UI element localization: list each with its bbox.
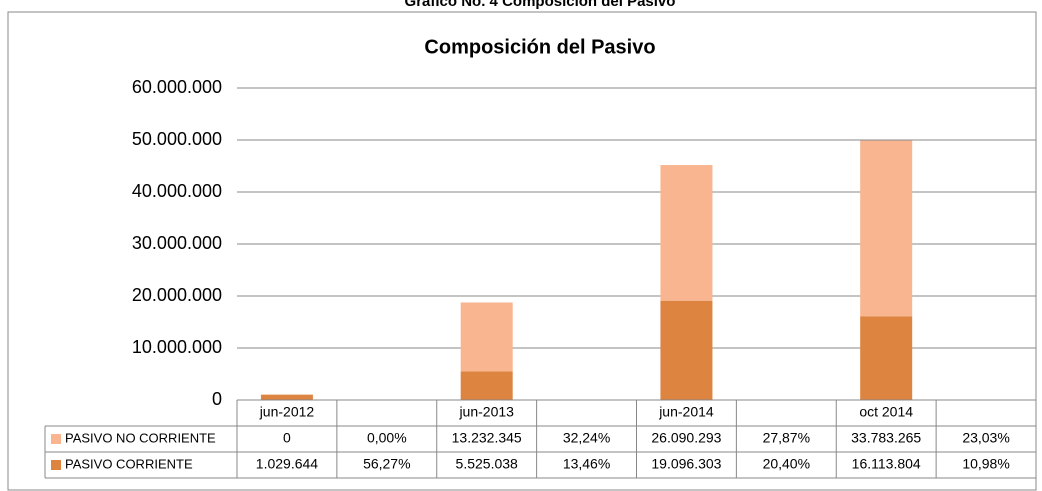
data-label: 0: [283, 430, 291, 446]
legend-swatch: [51, 434, 61, 444]
bar: [660, 165, 713, 301]
x-tick-label: jun-2012: [259, 404, 315, 420]
data-label: 20,40%: [763, 456, 810, 472]
data-label: 32,24%: [563, 430, 610, 446]
data-label: 0,00%: [367, 430, 407, 446]
page-title: Gráfico No. 4 Composición del Pasivo: [405, 0, 676, 10]
bar: [460, 371, 513, 400]
data-label: 23,03%: [962, 430, 1009, 446]
data-label: 33.783.265: [851, 430, 921, 446]
y-tick-label: 30.000.000: [132, 233, 222, 253]
data-label: 10,98%: [962, 456, 1009, 472]
data-label: 19.096.303: [651, 456, 721, 472]
bar: [460, 302, 513, 372]
chart-title: Composición del Pasivo: [424, 36, 655, 58]
legend-label: PASIVO CORRIENTE: [65, 456, 193, 471]
bar: [860, 316, 913, 400]
x-tick-label: jun-2014: [658, 404, 714, 420]
y-tick-label: 0: [212, 389, 222, 409]
data-label: 13,46%: [563, 456, 610, 472]
data-label: 16.113.804: [852, 456, 921, 472]
legend-swatch: [51, 460, 61, 470]
y-tick-label: 40.000.000: [132, 181, 222, 201]
data-label: 26.090.293: [651, 430, 721, 446]
data-label: 5.525.038: [456, 456, 518, 472]
y-tick-label: 60.000.000: [132, 77, 222, 97]
y-tick-label: 20.000.000: [132, 285, 222, 305]
data-label: 56,27%: [363, 456, 410, 472]
x-tick-label: jun-2013: [458, 404, 514, 420]
data-label: 27,87%: [763, 430, 810, 446]
bar: [660, 300, 713, 400]
y-tick-label: 50.000.000: [132, 129, 222, 149]
x-tick-label: oct 2014: [859, 404, 913, 420]
legend-label: PASIVO NO CORRIENTE: [65, 430, 216, 445]
bar: [860, 140, 913, 317]
bar: [260, 394, 313, 400]
data-label: 13.232.345: [452, 430, 522, 446]
data-label: 1.029.644: [256, 456, 318, 472]
y-tick-label: 10.000.000: [132, 337, 222, 357]
